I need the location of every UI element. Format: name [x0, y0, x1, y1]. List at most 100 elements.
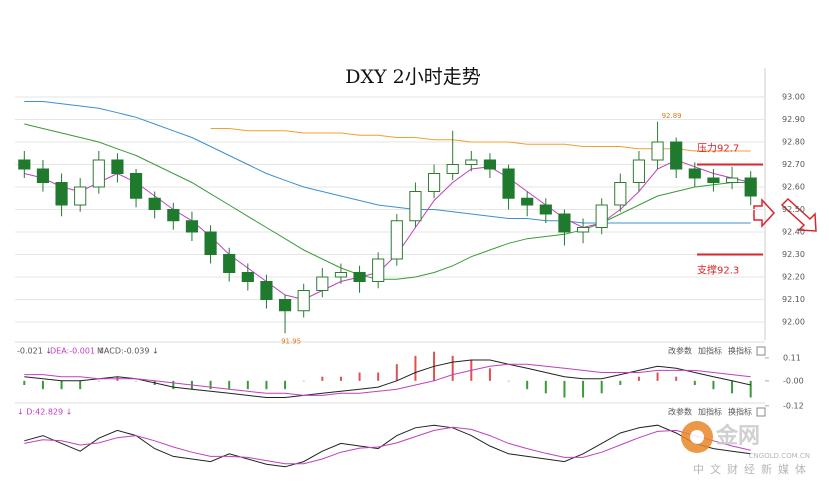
toolbar-button[interactable]: 加指标	[698, 346, 722, 356]
macd-bar	[675, 376, 678, 381]
toolbar: 改参数 加指标 换指标 改参数 加指标 换指标	[668, 346, 766, 417]
candle-body	[521, 197, 534, 206]
candle-body	[223, 254, 236, 273]
y-tick-label: 92.10	[782, 295, 805, 304]
toolbar-button[interactable]: 换指标	[728, 407, 752, 417]
candle-body	[260, 281, 273, 300]
candle-body	[558, 213, 571, 233]
watermark-logo-icon	[690, 430, 704, 444]
level-label: 压力92.7	[697, 142, 739, 155]
candle-body	[185, 220, 199, 233]
y-tick-label: 92.70	[782, 160, 805, 169]
macd-bar	[731, 380, 734, 394]
ma-line	[24, 101, 751, 224]
macd-bar	[619, 380, 622, 386]
candle-body	[353, 272, 366, 282]
y-tick-label: 92.60	[782, 183, 805, 192]
candle-body	[465, 159, 478, 165]
d-line	[24, 426, 751, 465]
macd-bar	[395, 364, 398, 381]
macd-bar	[507, 380, 510, 382]
candle-body	[148, 197, 161, 210]
macd-bar	[488, 368, 491, 381]
toolbar-button[interactable]: 加指标	[698, 407, 722, 417]
candle-body	[670, 141, 683, 170]
chart-title: DXY 2小时走势	[345, 66, 480, 88]
candle-body	[614, 182, 627, 206]
candle-body	[725, 177, 739, 183]
candle-body	[111, 159, 124, 174]
macd-bar	[339, 376, 342, 381]
y-tick-label: -0.00	[783, 376, 804, 385]
macd-bar	[228, 380, 231, 390]
candle-body	[744, 177, 757, 197]
macd-bar	[544, 380, 547, 394]
candle-body	[651, 141, 664, 161]
macd-bar	[451, 355, 454, 381]
macd-bar	[265, 380, 268, 390]
candle-body	[316, 276, 329, 291]
toolbar-button[interactable]: 换指标	[728, 346, 752, 356]
toolbar-button[interactable]: 改参数	[668, 346, 692, 356]
macd-bar	[749, 380, 752, 398]
watermark: 金网 CNGOLD.COM.CN 中文财经新媒体	[681, 421, 812, 476]
macd-bar	[172, 380, 175, 390]
close-button[interactable]	[756, 407, 766, 417]
low-annotation: 91.95	[281, 337, 301, 345]
macd-bar	[302, 380, 305, 382]
macd-bar	[79, 380, 82, 390]
watermark-logo: 金网	[715, 423, 760, 449]
candle-body	[92, 159, 105, 188]
candle-body	[390, 220, 403, 260]
indicator-header: -0.021 ↓	[17, 347, 52, 356]
candle-body	[595, 204, 608, 228]
candle-body	[576, 227, 590, 233]
macd-bar	[41, 380, 44, 390]
high-annotation: 92.89	[662, 112, 682, 120]
watermark-site: CNGOLD.COM.CN	[749, 452, 810, 460]
candle-body	[409, 191, 422, 222]
indicator-header: DEA:-0.001 ↓	[50, 347, 104, 356]
macd-bar	[637, 376, 640, 381]
y-tick-label: 92.90	[782, 115, 805, 124]
y-tick-label: 92.80	[782, 138, 805, 147]
y-tick-label: -0.12	[783, 401, 804, 410]
candle-body	[278, 299, 292, 312]
level-label: 支撑92.3	[697, 264, 739, 277]
macd-bar	[582, 380, 585, 398]
candle-body	[539, 204, 552, 215]
macd-bar	[712, 380, 715, 390]
k-line	[24, 424, 751, 468]
macd-bar	[321, 376, 324, 381]
candle-body	[167, 209, 180, 222]
macd-bar	[209, 380, 212, 390]
macd-bar	[135, 380, 138, 382]
candle-body	[18, 159, 31, 170]
macd-bar	[526, 380, 529, 390]
ma-line	[24, 123, 751, 280]
candle-body	[502, 168, 515, 199]
arrow-icon	[753, 198, 776, 228]
macd-bar	[97, 380, 100, 382]
toolbar-button[interactable]: 改参数	[668, 407, 692, 417]
candle-body	[688, 168, 701, 179]
candle-body	[707, 177, 720, 183]
candle-body	[74, 186, 87, 206]
macd-bar	[600, 380, 603, 394]
macd-bar	[414, 355, 417, 381]
arrow-icon	[780, 197, 817, 232]
candle-body	[372, 258, 385, 282]
y-tick-label: 92.50	[782, 205, 805, 214]
macd-bar	[284, 380, 287, 390]
candle-body	[129, 173, 143, 199]
macd-bar	[246, 380, 249, 390]
candle-body	[483, 159, 497, 170]
macd-bar	[358, 372, 361, 381]
close-button[interactable]	[756, 346, 766, 356]
indicator-header: ↓ D:42.829 ↓	[17, 408, 72, 417]
watermark-tagline: 中文财经新媒体	[693, 462, 812, 476]
candle-body	[241, 272, 254, 282]
candle-body	[36, 168, 50, 183]
y-tick-label: 92.30	[782, 250, 805, 259]
